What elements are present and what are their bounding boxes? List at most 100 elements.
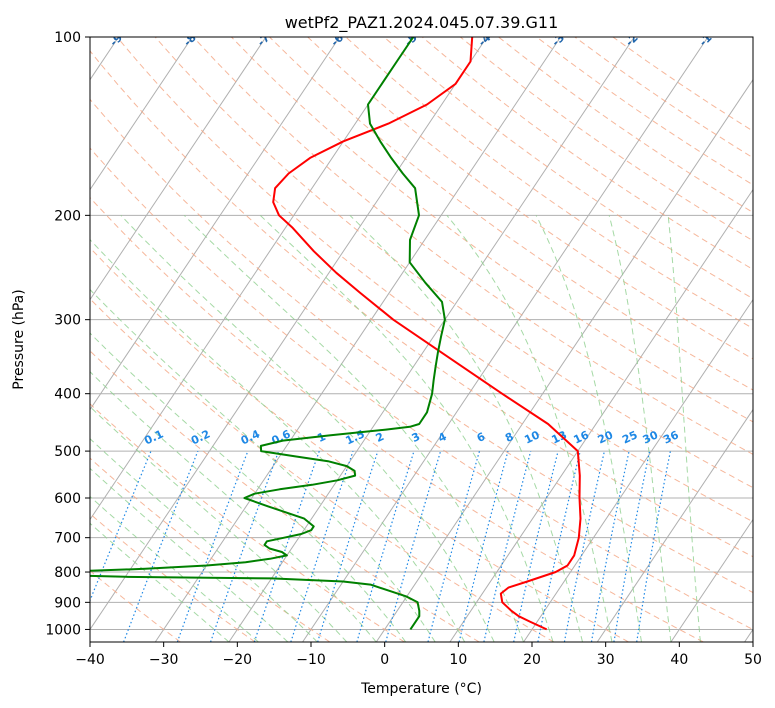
isotherm-grid-line [90, 37, 267, 301]
y-tick-label: 300 [54, 313, 81, 329]
dewpoint-profile-line [90, 37, 446, 630]
isotherm-label: -10 [697, 25, 720, 48]
dry-adiabat-line [192, 37, 753, 455]
x-tick-label: 10 [449, 652, 467, 668]
dry-adiabat-line [90, 196, 704, 642]
dry-adiabat-line [90, 247, 629, 642]
y-tick-label: 400 [54, 387, 81, 403]
dry-adiabat-line [90, 298, 555, 642]
isotherm-grid-line [154, 37, 562, 642]
x-tick-label: −10 [296, 652, 326, 668]
isotherm-grid-line [90, 37, 488, 631]
mixing-ratio-line [537, 450, 581, 642]
y-tick-label: 500 [54, 444, 81, 460]
isotherm-grid-line [90, 37, 341, 411]
plot-area: 0.10.20.40.611.52346810131620253036-100-… [90, 25, 753, 642]
mixing-ratio-line [458, 450, 509, 642]
mixing-ratio-line [123, 450, 199, 642]
isotherm-grid-line [375, 78, 753, 642]
dry-adiabat-line [90, 98, 753, 594]
moist-adiabat-line [90, 495, 259, 642]
moist-adiabat-line [90, 438, 318, 642]
y-tick-label: 100 [54, 30, 81, 46]
mixing-ratio-line [90, 450, 152, 602]
isotherm-grid-line [596, 408, 753, 642]
isotherm-grid-line [228, 37, 635, 642]
x-tick-label: 30 [597, 652, 615, 668]
mixing-ratio-line [356, 450, 415, 642]
mixing-ratio-line [513, 450, 559, 642]
isotherm-grid-line [90, 37, 414, 521]
isotherm-label: -30 [549, 25, 572, 48]
dry-adiabat-line [269, 37, 753, 391]
x-tick-label: −30 [149, 652, 179, 668]
moist-adiabat-line [90, 332, 407, 642]
x-tick-label: −40 [75, 652, 105, 668]
y-tick-label: 200 [54, 208, 81, 224]
moist-adiabat-line [183, 214, 525, 642]
dry-adiabat-line [154, 37, 753, 489]
isotherm-label: -90 [107, 25, 130, 48]
isotherm-label: -60 [328, 25, 351, 48]
y-tick-label: 600 [54, 491, 81, 507]
moist-adiabat-line [608, 215, 672, 642]
dry-adiabat-line [383, 37, 753, 300]
moist-adiabat-line [667, 215, 701, 642]
mixing-ratio-label: 10 [522, 428, 542, 446]
dry-adiabat-line [90, 513, 256, 642]
moist-adiabat-line [349, 214, 583, 642]
mixing-ratio-label: 25 [620, 428, 639, 446]
isotherm-label: -50 [402, 26, 425, 49]
plot-frame [89, 36, 754, 643]
mixing-ratio-label: 36 [661, 428, 681, 446]
isotherm-grid-line [302, 37, 709, 642]
isotherm-grid-line [670, 518, 753, 642]
x-axis-label: Temperature (°C) [360, 681, 482, 697]
mixing-ratio-line [290, 450, 354, 642]
temperature-profile-line [272, 37, 582, 631]
isotherm-grid-line [523, 298, 753, 642]
dry-adiabat-line [90, 147, 753, 630]
dry-adiabat-line [90, 50, 753, 558]
moist-adiabat-line [535, 215, 642, 642]
x-tick-label: 40 [670, 652, 688, 668]
mixing-ratio-line [176, 450, 249, 642]
mixing-ratio-label: 13 [550, 428, 569, 446]
mixing-ratio-line [210, 450, 280, 642]
isotherm-label: -40 [476, 25, 499, 48]
chart-title: wetPf2_PAZ1.2024.045.07.39.G11 [285, 13, 559, 33]
moist-adiabat-line [90, 238, 466, 642]
dry-adiabat-line [90, 350, 480, 642]
dry-adiabat-line [307, 37, 753, 360]
mixing-ratio-line [317, 450, 379, 642]
x-tick-label: 0 [380, 652, 389, 668]
mixing-ratio-label: 30 [641, 428, 661, 446]
mixing-ratio-label: 16 [572, 428, 592, 446]
isotherm-label: -70 [255, 25, 278, 48]
x-tick-label: −20 [223, 652, 253, 668]
y-tick-label: 900 [54, 595, 81, 611]
y-tick-label: 800 [54, 565, 81, 581]
x-tick-label: 50 [744, 652, 762, 668]
isotherm-label: -80 [181, 26, 204, 49]
dry-adiabat-line [231, 37, 753, 423]
x-tick-label: 20 [523, 652, 541, 668]
axes: −40 −30 −20 −10 0 10 20 30 40 50 100 200 300 400 500 60… [45, 30, 762, 668]
y-tick-label: 1000 [45, 622, 81, 638]
mixing-ratio-line [483, 450, 532, 642]
isotherm-grid-line [449, 188, 753, 642]
moist-adiabat-line [90, 405, 348, 642]
mixing-ratio-line [427, 450, 481, 642]
y-tick-label: 700 [54, 531, 81, 547]
mixing-ratio-label: 20 [596, 428, 616, 446]
moist-adiabat-line [120, 214, 495, 642]
y-axis-label: Pressure (hPa) [11, 289, 27, 389]
moist-adiabat-line [259, 214, 554, 642]
mixing-ratio-line [385, 450, 442, 642]
mixing-ratio-line [253, 450, 320, 642]
moist-adiabat-line [90, 467, 289, 642]
isotherm-grid-line [90, 37, 193, 191]
moist-adiabat-line [90, 288, 436, 642]
